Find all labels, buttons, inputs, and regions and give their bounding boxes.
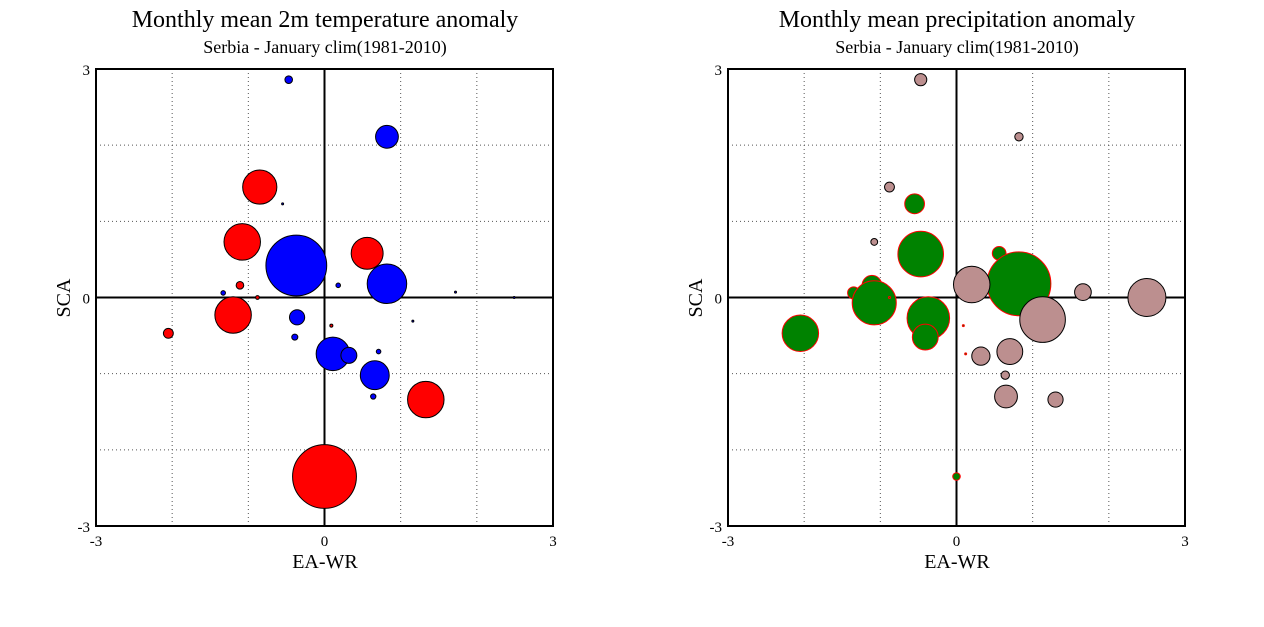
y-tick-label: -3 [78, 520, 91, 536]
data-point [454, 290, 458, 294]
data-point [884, 181, 895, 193]
data-point [1014, 132, 1024, 142]
x-tick-label: 3 [1181, 534, 1189, 550]
tick-labels: -3 0 3 3 0 -3 [78, 63, 557, 550]
precipitation-anomaly-chart: Monthly mean precipitation anomaly Serbi… [632, 0, 1264, 622]
data-point [265, 234, 328, 297]
data-point [292, 444, 357, 509]
chart-title: Monthly mean precipitation anomaly [779, 7, 1136, 33]
y-axis-label: SCA [53, 278, 75, 317]
chart-subtitle: Serbia - January clim(1981-2010) [835, 37, 1078, 58]
data-point [1074, 283, 1092, 302]
data-point [284, 75, 294, 84]
data-point [411, 319, 415, 323]
data-point [1047, 391, 1064, 408]
x-tick-label: 0 [321, 534, 329, 550]
chart-subtitle: Serbia - January clim(1981-2010) [203, 37, 446, 58]
data-point [359, 360, 390, 391]
data-point [971, 346, 991, 366]
y-tick-label: 0 [715, 292, 723, 308]
data-point [407, 380, 445, 419]
data-point [994, 384, 1018, 409]
data-point [914, 73, 928, 87]
data-point [340, 346, 358, 364]
temperature-anomaly-svg: Monthly mean 2m temperature anomaly Serb… [53, 7, 557, 573]
data-point [887, 296, 891, 299]
data-point [220, 290, 226, 296]
data-point [291, 333, 299, 341]
data-point [242, 169, 278, 205]
data-point [375, 124, 399, 149]
data-point [329, 323, 334, 328]
data-point [1127, 278, 1167, 317]
data-point [350, 236, 384, 270]
data-points [162, 75, 516, 509]
chart-title: Monthly mean 2m temperature anomaly [132, 7, 519, 33]
x-axis-label: EA-WR [292, 551, 358, 573]
temperature-anomaly-chart: Monthly mean 2m temperature anomaly Serb… [0, 0, 632, 622]
data-point [1000, 370, 1010, 380]
x-tick-label: 3 [549, 534, 557, 550]
x-axis-label: EA-WR [924, 551, 990, 573]
data-point [370, 393, 377, 400]
y-tick-label: 3 [715, 63, 723, 79]
data-point [952, 265, 991, 304]
data-points [781, 73, 1167, 481]
data-point [366, 263, 408, 305]
zero-axes [728, 69, 1185, 526]
data-point [870, 237, 879, 246]
plot-frame [95, 68, 554, 527]
data-point [904, 193, 925, 215]
x-tick-label: 0 [953, 534, 961, 550]
data-point [288, 309, 306, 326]
y-tick-label: -3 [710, 520, 723, 536]
data-point [162, 327, 174, 339]
data-point [335, 282, 341, 289]
y-tick-label: 0 [83, 292, 91, 308]
data-point [1019, 296, 1066, 343]
precipitation-anomaly-svg: Monthly mean precipitation anomaly Serbi… [685, 7, 1189, 573]
data-point [281, 202, 285, 206]
data-point [897, 230, 945, 278]
tick-labels: -3 0 3 3 0 -3 [710, 63, 1189, 550]
data-point [375, 348, 382, 355]
data-point [964, 352, 968, 356]
data-point [223, 223, 261, 261]
x-tick-label: -3 [722, 534, 735, 550]
data-point [961, 324, 965, 328]
data-point [512, 296, 516, 299]
data-point [235, 281, 245, 290]
data-point [781, 314, 820, 353]
x-tick-label: -3 [90, 534, 103, 550]
data-point [851, 280, 897, 326]
y-axis-label: SCA [685, 278, 707, 317]
data-point [255, 295, 260, 300]
y-tick-label: 3 [83, 63, 91, 79]
data-point [952, 472, 961, 481]
data-point [911, 323, 939, 351]
data-point [996, 338, 1024, 365]
plot-frame [727, 68, 1186, 527]
data-point [214, 296, 252, 334]
